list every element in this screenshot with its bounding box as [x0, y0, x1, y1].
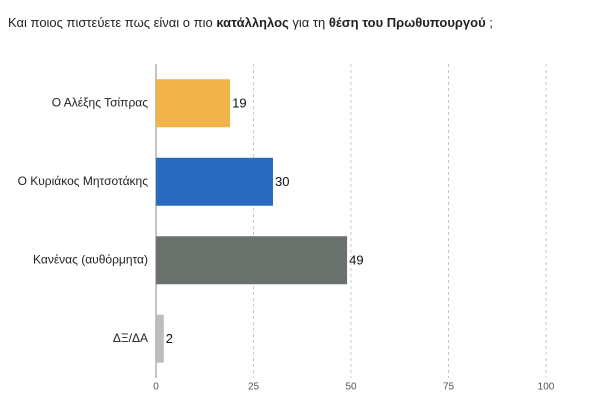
bar — [156, 314, 164, 363]
y-tick-label: ΔΞ/ΔΑ — [113, 331, 148, 345]
bar — [156, 236, 348, 285]
chart-title: Και ποιος πιστεύετε πως είναι ο πιο κατά… — [8, 15, 493, 30]
x-tick-label: 100 — [538, 382, 555, 393]
x-tick-label: 0 — [153, 382, 159, 393]
y-tick-label: Ο Κυριάκος Μητσοτάκης — [18, 174, 149, 188]
title-part: ; — [486, 15, 493, 30]
y-tick-label: Ο Αλέξης Τσίπρας — [52, 95, 148, 109]
title-part: Και ποιος πιστεύετε πως είναι ο πιο — [8, 15, 216, 30]
value-label: 19 — [232, 96, 246, 111]
value-label: 2 — [166, 331, 173, 346]
title-part: κατάλληλος — [216, 15, 289, 30]
y-tick-label: Κανένας (αυθόρμητα) — [33, 252, 148, 266]
bar — [156, 157, 273, 206]
value-label: 49 — [349, 253, 363, 268]
x-tick-label: 50 — [345, 382, 357, 393]
title-part: για τη — [289, 15, 329, 30]
title-part: θέση του Πρωθυπουργού — [329, 15, 486, 30]
x-tick-label: 25 — [248, 382, 260, 393]
bar — [156, 79, 231, 128]
x-tick-label: 75 — [443, 382, 455, 393]
value-label: 30 — [275, 174, 289, 189]
